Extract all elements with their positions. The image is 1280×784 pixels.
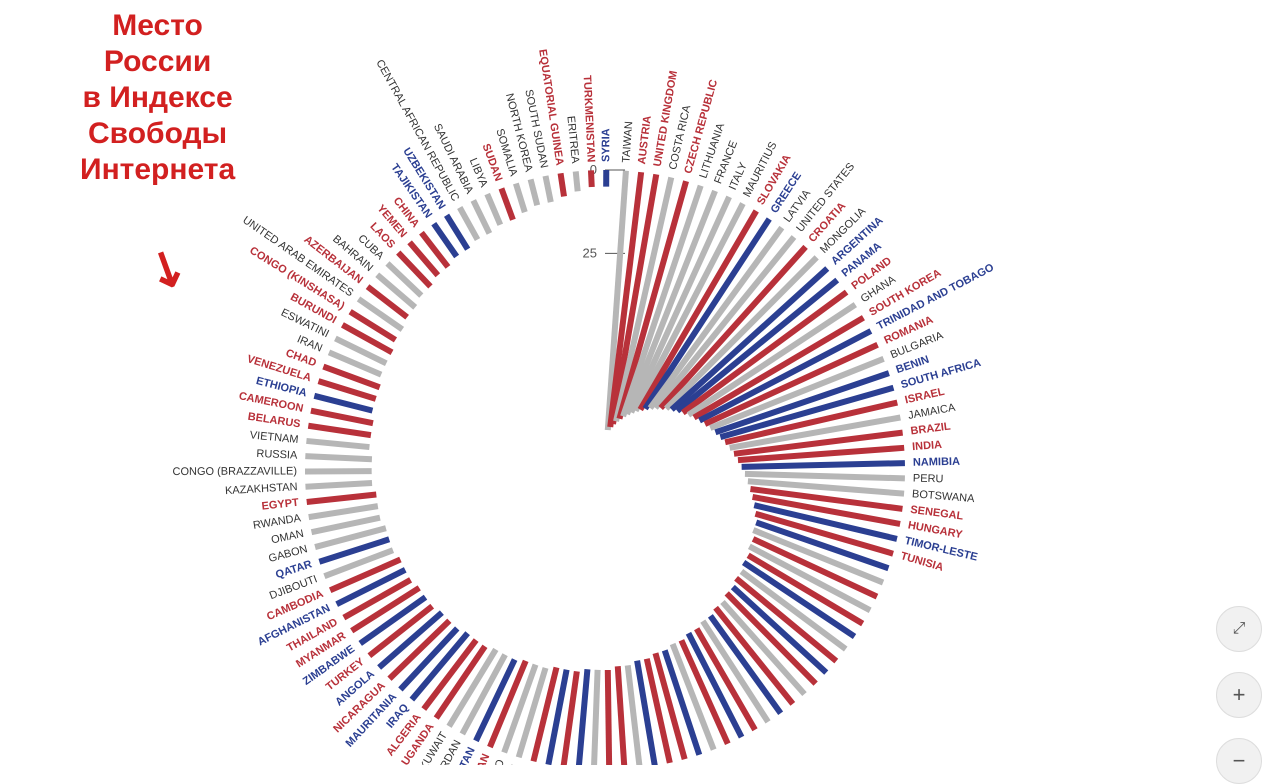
country-label: CONGO (BRAZZAVILLE) <box>172 465 297 478</box>
bar <box>742 463 905 467</box>
bar <box>306 441 369 447</box>
bar <box>594 670 598 765</box>
country-label: EGYPT <box>261 497 300 513</box>
bar <box>311 411 373 424</box>
bar <box>591 170 592 187</box>
country-label: BRAZIL <box>910 421 952 438</box>
country-label: TAIWAN <box>620 121 635 163</box>
fullscreen-toggle-button[interactable]: ⤢ <box>1216 606 1262 652</box>
country-label: OMAN <box>270 528 305 547</box>
annotation-title: Место России в Индексе Свободы Интернета <box>80 8 235 188</box>
bar <box>473 200 489 233</box>
bar <box>618 666 625 765</box>
bar <box>377 275 415 308</box>
bar <box>501 188 513 219</box>
country-label: VIETNAM <box>249 429 299 446</box>
bar <box>359 299 403 329</box>
country-label: BOTSWANA <box>912 488 976 505</box>
country-label: BELARUS <box>247 411 301 431</box>
bar <box>608 670 609 765</box>
country-label: ERITREA <box>564 115 581 164</box>
country-label: SYRIA <box>600 128 612 162</box>
bar <box>308 426 371 435</box>
bar <box>561 173 564 196</box>
country-label: CENTRAL AFRICAN REPUBLIC <box>373 58 461 204</box>
bar <box>487 194 500 225</box>
svg-text:25: 25 <box>583 245 597 260</box>
country-label: KAZAKHSTAN <box>225 481 298 497</box>
country-label: TURKMENISTAN <box>581 75 597 163</box>
country-label: RUSSIA <box>256 448 298 462</box>
bar <box>579 669 588 765</box>
country-label: SENEGAL <box>910 504 965 523</box>
bar <box>576 171 578 191</box>
country-label: PERU <box>913 473 944 486</box>
bar <box>516 184 525 213</box>
bar <box>545 176 550 202</box>
zoom-out-button[interactable]: − <box>1216 738 1262 784</box>
country-label: JAMAICA <box>907 402 957 422</box>
country-label: NAMIBIA <box>913 456 960 469</box>
bar <box>309 506 378 517</box>
zoom-in-button[interactable]: + <box>1216 672 1262 718</box>
bar <box>305 456 372 459</box>
bar <box>307 495 377 502</box>
bar <box>531 179 538 205</box>
country-label: INDIA <box>912 439 943 453</box>
bar <box>460 208 478 240</box>
bar <box>745 474 905 478</box>
country-label: AUSTRIA <box>636 115 654 165</box>
bar <box>305 483 372 487</box>
